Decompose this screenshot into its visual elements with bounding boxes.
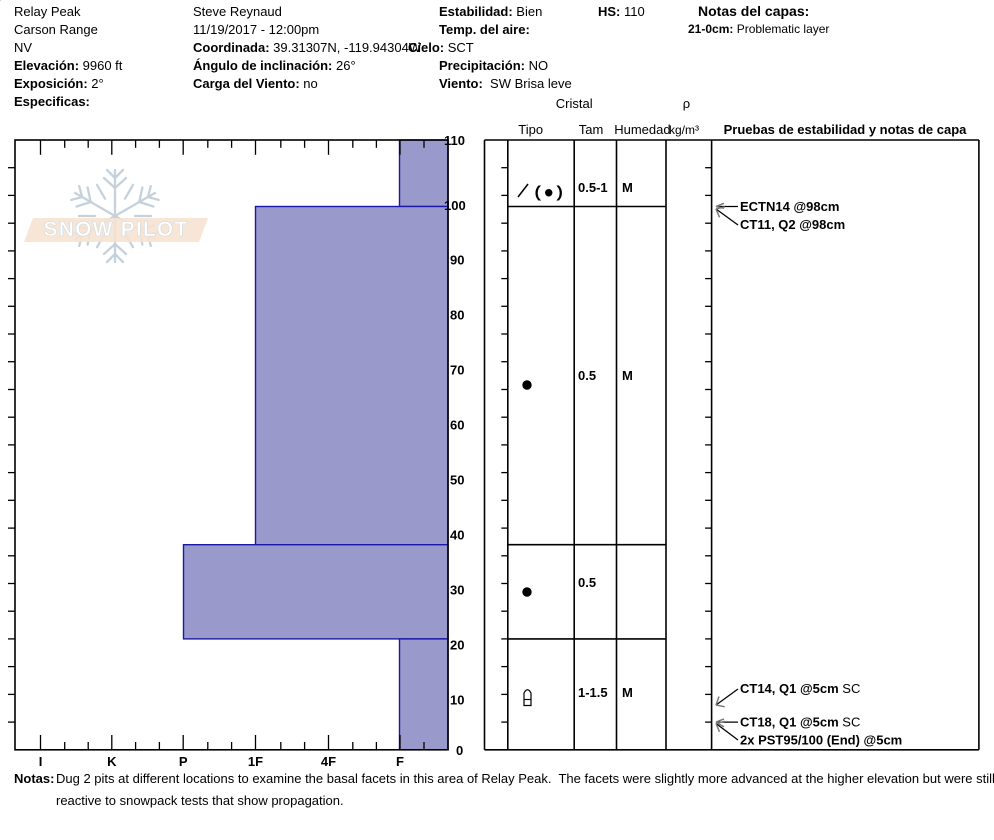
svg-text:SNOW PILOT: SNOW PILOT [44,218,189,241]
svg-text:M: M [622,368,633,383]
svg-text:( ● ): ( ● ) [535,184,562,201]
svg-text:0.5: 0.5 [578,575,596,590]
svg-text:2x PST95/100 (End) @5cm: 2x PST95/100 (End) @5cm [740,733,902,748]
svg-text:K: K [107,754,117,769]
svg-text:kg/m³: kg/m³ [669,123,699,137]
svg-text:ρ: ρ [683,96,690,111]
svg-text:M: M [622,685,633,700]
svg-text:CT14, Q1 @5cm SC: CT14, Q1 @5cm SC [740,681,860,696]
svg-text:CT11, Q2 @98cm: CT11, Q2 @98cm [740,217,845,232]
svg-text:50: 50 [450,473,464,488]
svg-text:0.5-1: 0.5-1 [578,180,608,195]
svg-text:0: 0 [456,743,463,758]
svg-text:90: 90 [450,253,464,268]
svg-text:M: M [622,180,633,195]
svg-text:4F: 4F [321,754,336,769]
svg-text:30: 30 [450,582,464,597]
svg-text:ECTN14 @98cm: ECTN14 @98cm [740,199,839,214]
svg-text:F: F [396,754,404,769]
svg-text:I: I [39,754,43,769]
svg-text:CT18, Q1 @5cm SC: CT18, Q1 @5cm SC [740,715,860,730]
svg-text:60: 60 [450,418,464,433]
svg-text:100: 100 [444,198,466,213]
svg-text:Pruebas de estabilidad y notas: Pruebas de estabilidad y notas de capa [724,122,968,137]
svg-text:Tipo: Tipo [518,122,543,137]
svg-text:80: 80 [450,308,464,323]
svg-text:0.5: 0.5 [578,368,596,383]
svg-text:P: P [179,754,188,769]
svg-text:1F: 1F [248,754,263,769]
svg-text:Humedad: Humedad [614,122,670,137]
svg-text:1-1.5: 1-1.5 [578,685,608,700]
svg-text:20: 20 [450,637,464,652]
svg-text:Tam: Tam [579,122,604,137]
svg-text:10: 10 [450,692,464,707]
svg-text:110: 110 [444,133,465,148]
svg-text:Cristal: Cristal [556,96,593,111]
svg-text:70: 70 [450,363,464,378]
svg-text:40: 40 [450,528,464,543]
